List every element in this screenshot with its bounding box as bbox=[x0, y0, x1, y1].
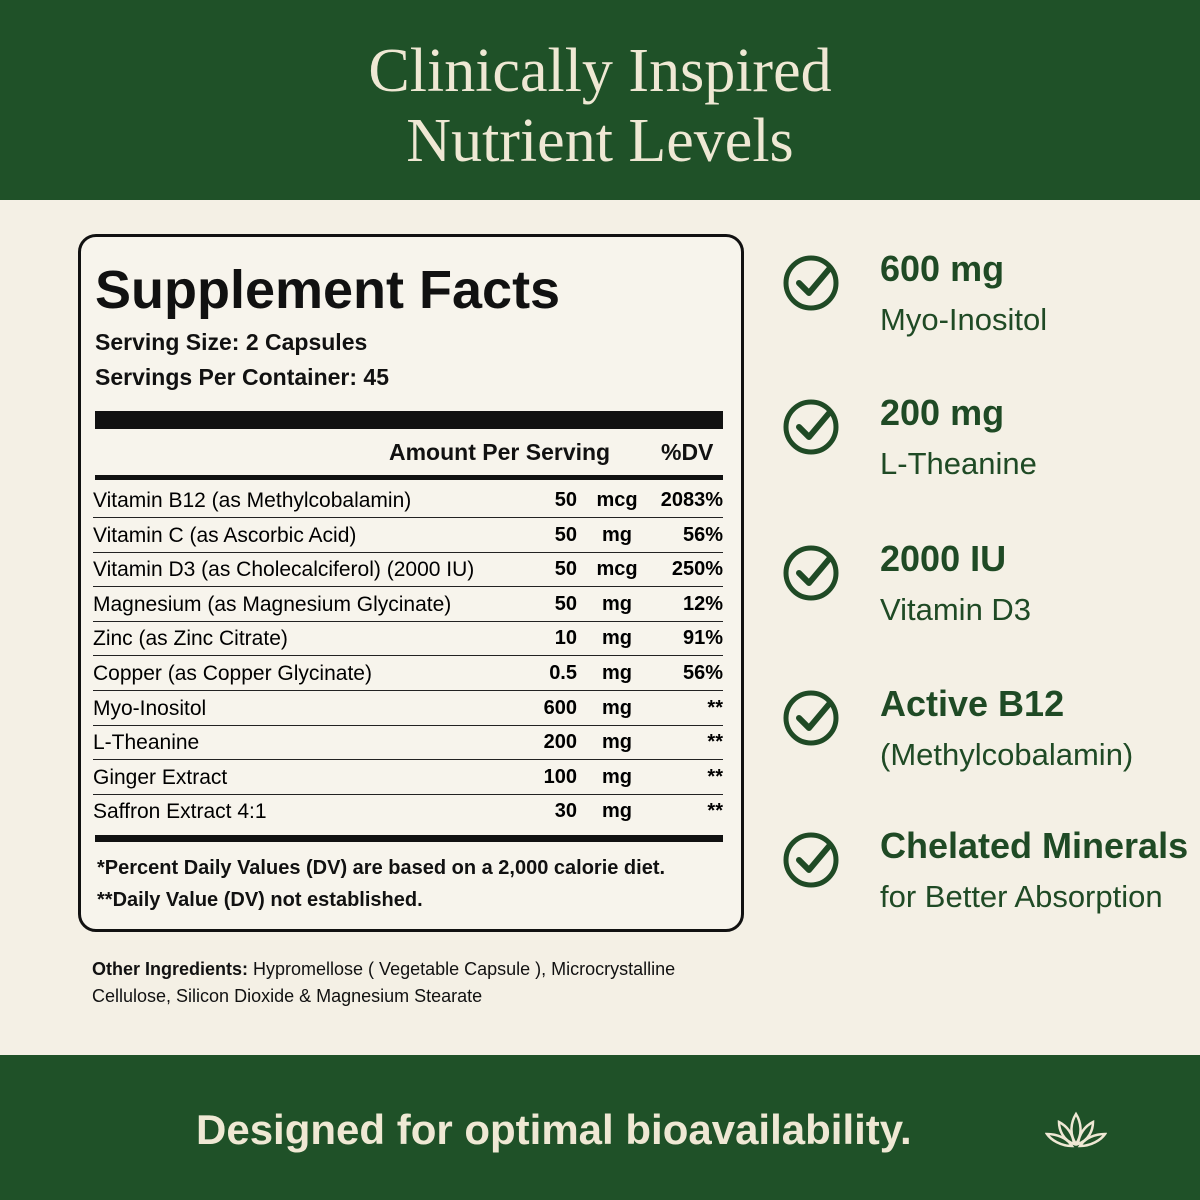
footnote: *Percent Daily Values (DV) are based on … bbox=[97, 857, 666, 879]
unit: mg bbox=[602, 800, 632, 823]
highlight-value: Active B12 bbox=[880, 683, 1065, 724]
facts-row: Vitamin B12 (as Methylcobalamin) 50 mcg 208… bbox=[93, 483, 723, 518]
check bbox=[783, 690, 839, 746]
highlight-label: Vitamin D3 bbox=[880, 592, 1032, 627]
amount: 600 bbox=[543, 696, 577, 719]
unit: mg bbox=[602, 592, 632, 615]
column-amount: Amount Per Serving bbox=[389, 439, 611, 465]
facts-row: Vitamin D3 (as Cholecalciferol) (2000 IU… bbox=[93, 552, 723, 588]
check bbox=[783, 545, 839, 601]
facts-row: Ginger Extract 100 mg ** bbox=[93, 760, 723, 795]
highlight-label: (Methylcobalamin) bbox=[880, 737, 1134, 772]
nutrient-name: Vitamin D3 (as Cholecalciferol) (2000 IU… bbox=[93, 558, 475, 582]
daily-value: 91% bbox=[682, 627, 723, 650]
amount: 30 bbox=[554, 800, 577, 823]
check bbox=[783, 832, 839, 888]
daily-value: ** bbox=[707, 731, 723, 754]
daily-value: ** bbox=[707, 765, 723, 788]
nutrient-name: Ginger Extract bbox=[93, 765, 228, 789]
other-ingredients: Other Ingredients: Hypromellose ( Vegeta… bbox=[92, 956, 742, 1010]
unit: mg bbox=[602, 523, 632, 546]
amount: 200 bbox=[543, 731, 577, 754]
nutrient-name: Copper (as Copper Glycinate) bbox=[93, 662, 372, 685]
daily-value: ** bbox=[707, 800, 723, 823]
facts-row: Saffron Extract 4:1 30 mg ** bbox=[93, 794, 723, 828]
header-band bbox=[0, 0, 1200, 200]
lotus-icon bbox=[1045, 1111, 1107, 1148]
nutrient-name: Magnesium (as Magnesium Glycinate) bbox=[93, 592, 452, 616]
amount: 0.5 bbox=[549, 662, 577, 684]
facts-row: L-Theanine 200 mg ** bbox=[93, 725, 723, 761]
unit: mg bbox=[602, 731, 632, 754]
nutrient-name: Zinc (as Zinc Citrate) bbox=[93, 627, 288, 651]
serving-size: Serving Size: 2 Capsules bbox=[95, 329, 368, 355]
rule bbox=[95, 835, 723, 842]
footer-text: Designed for optimal bioavailability. bbox=[196, 1106, 912, 1153]
facts-row: Myo-Inositol 600 mg ** bbox=[93, 691, 723, 726]
check-icon bbox=[782, 544, 840, 602]
daily-value: 12% bbox=[682, 592, 723, 615]
servings-per-container: Servings Per Container: 45 bbox=[95, 364, 389, 390]
column-dv: %DV bbox=[661, 439, 714, 465]
check bbox=[783, 399, 839, 455]
unit: mg bbox=[602, 765, 632, 788]
unit: mcg bbox=[596, 558, 638, 581]
facts-row: Zinc (as Zinc Citrate) 10 mg 91% bbox=[93, 621, 723, 657]
footnote: **Daily Value (DV) not established. bbox=[97, 889, 423, 911]
header-title: Nutrient Levels bbox=[406, 107, 794, 175]
daily-value: 2083% bbox=[660, 489, 723, 511]
facts-row: Vitamin C (as Ascorbic Acid) 50 mg 56% bbox=[93, 518, 723, 553]
nutrient-name: L-Theanine bbox=[93, 731, 200, 755]
highlight-value: 2000 IU bbox=[880, 538, 1007, 579]
facts-title: Supplement Facts bbox=[95, 260, 561, 320]
facts-row: Magnesium (as Magnesium Glycinate) 50 mg 12… bbox=[93, 587, 723, 622]
rule bbox=[95, 475, 723, 480]
unit: mg bbox=[602, 627, 632, 650]
daily-value: 250% bbox=[671, 558, 723, 581]
footer-band bbox=[0, 1055, 1200, 1200]
amount: 50 bbox=[554, 592, 577, 615]
highlight-label: L-Theanine bbox=[880, 446, 1037, 481]
amount: 10 bbox=[554, 627, 577, 650]
supplement-facts: Supplement Facts Serving Size: 2 Capsule… bbox=[78, 234, 744, 932]
other-ingredients-text: Hypromellose ( Vegetable Capsule ), Micr… bbox=[92, 959, 676, 1006]
check-icon bbox=[782, 398, 840, 456]
highlight-value: Chelated Minerals bbox=[880, 825, 1189, 866]
check-icon bbox=[782, 831, 840, 889]
amount: 50 bbox=[554, 523, 577, 546]
highlight-label: for Better Absorption bbox=[880, 879, 1163, 914]
nutrient-name: Vitamin C (as Ascorbic Acid) bbox=[93, 523, 357, 547]
unit: mcg bbox=[596, 489, 638, 511]
header-title: Clinically Inspired bbox=[368, 37, 832, 105]
nutrient-name: Saffron Extract 4:1 bbox=[93, 800, 267, 824]
amount: 100 bbox=[543, 765, 577, 788]
check-icon bbox=[782, 689, 840, 747]
daily-value: ** bbox=[707, 696, 723, 719]
daily-value: 56% bbox=[682, 523, 723, 546]
highlight-value: 600 mg bbox=[880, 248, 1005, 289]
amount: 50 bbox=[554, 558, 577, 581]
unit: mg bbox=[602, 662, 632, 684]
rule bbox=[95, 411, 723, 429]
highlight-label: Myo-Inositol bbox=[880, 302, 1048, 337]
facts-row: Copper (as Copper Glycinate) 0.5 mg 56% bbox=[93, 656, 723, 691]
daily-value: 56% bbox=[682, 662, 723, 684]
highlight-value: 200 mg bbox=[880, 392, 1005, 433]
unit: mg bbox=[602, 696, 632, 719]
other-ingredients-label: Other Ingredients: bbox=[92, 959, 249, 979]
check-icon bbox=[782, 254, 840, 312]
nutrient-name: Myo-Inositol bbox=[93, 696, 207, 720]
amount: 50 bbox=[554, 489, 577, 511]
nutrient-name: Vitamin B12 (as Methylcobalamin) bbox=[93, 489, 412, 512]
check bbox=[783, 255, 839, 311]
